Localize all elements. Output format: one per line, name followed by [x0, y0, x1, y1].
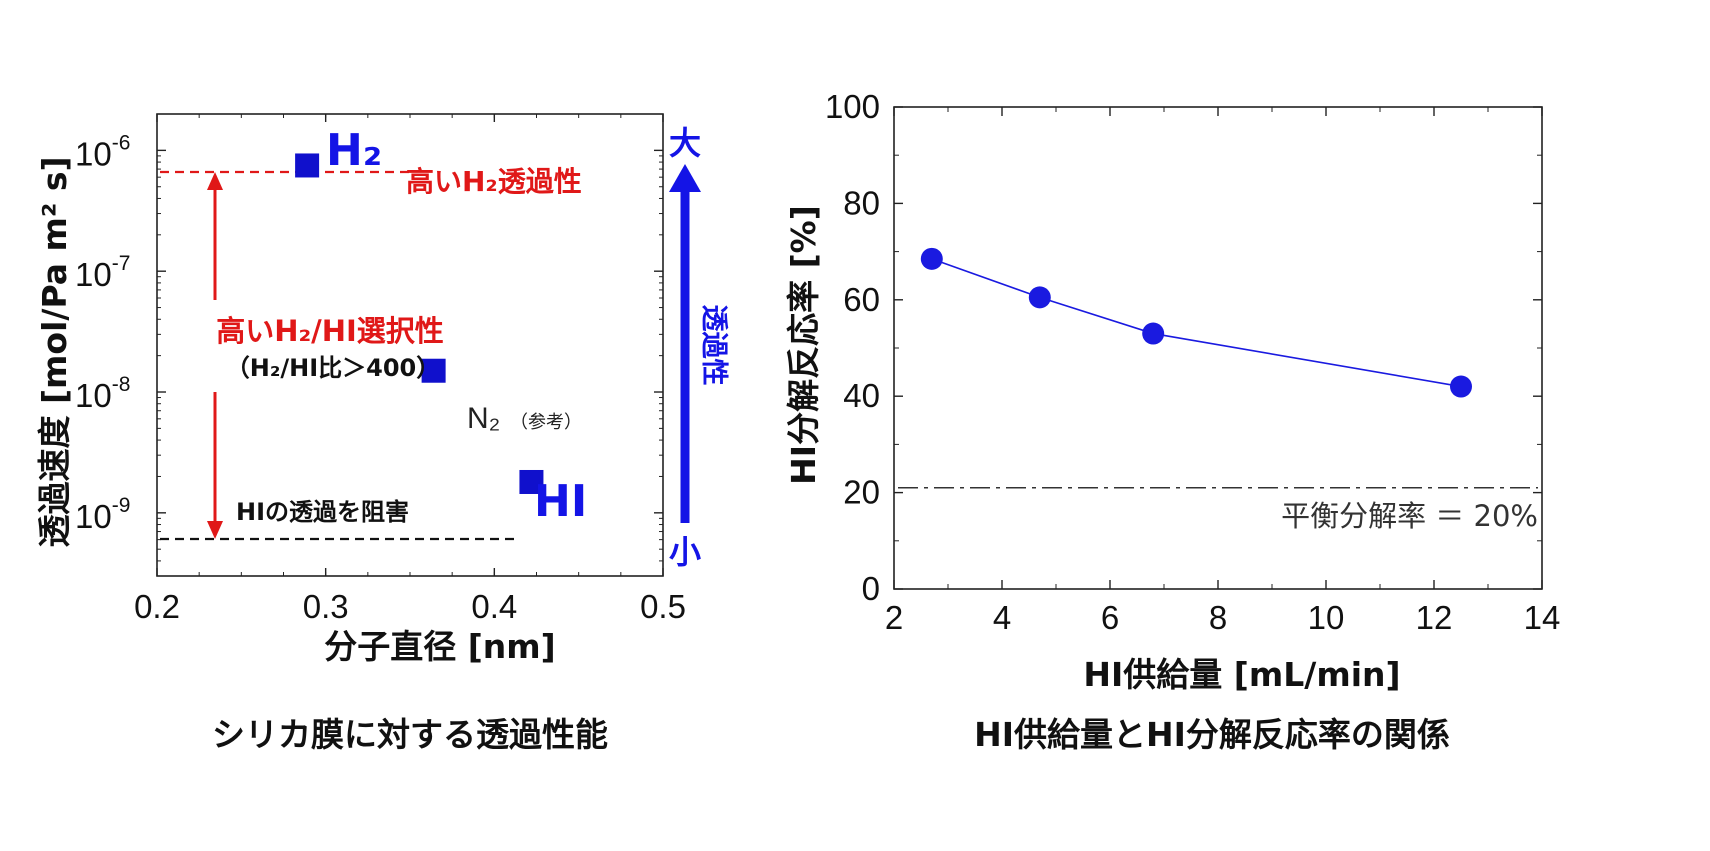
y-tick-label: 10-8 — [75, 373, 130, 414]
data-point-circle — [1028, 286, 1051, 309]
left-y-axis-title: 透過速度 [mol/Pa m² s] — [35, 156, 74, 547]
permeability-arrow-label: 透過性 — [698, 305, 729, 386]
right-x-axis-title: HI供給量 [mL/min] — [1083, 655, 1400, 694]
hi-point-label: HI — [534, 476, 587, 527]
x-tick-label: 0.2 — [134, 588, 180, 625]
y-tick-label: 20 — [843, 474, 880, 511]
x-tick-label: 8 — [1209, 599, 1227, 636]
high-selectivity: 高いH₂/HI選択性 — [216, 314, 444, 348]
y-tick-label: 40 — [843, 377, 880, 414]
permeability-arrowhead — [669, 164, 701, 192]
y-tick-label: 80 — [843, 184, 880, 221]
n2-reference-note: （参考） — [510, 412, 582, 433]
right-x-tick-labels: 2 4 6 8 10 12 14 — [885, 599, 1561, 636]
right-data-points — [920, 247, 1472, 398]
x-tick-label: 6 — [1101, 599, 1119, 636]
right-y-axis-title: HI分解反応率 [%] — [784, 205, 823, 485]
permeability-low-label: 小 — [669, 533, 701, 571]
left-x-axis-title: 分子直径 [nm] — [324, 627, 556, 666]
y-tick-label: 10-6 — [75, 131, 130, 172]
selectivity-arrowhead-down — [207, 521, 223, 539]
x-tick-label: 14 — [1524, 599, 1561, 636]
data-point-square — [519, 469, 544, 494]
equilibrium-label: 平衡分解率 ＝ 20% — [1281, 499, 1538, 533]
chart-left: 0.2 0.3 0.4 0.5 10-9 10-8 10-7 10-6 H₂ N₂ （参考）… — [35, 113, 729, 754]
data-point-square — [295, 153, 320, 178]
h2-point-label: H₂ — [326, 125, 382, 176]
data-point-circle — [1450, 375, 1472, 398]
chart-right: 2 4 6 8 10 12 14 0 20 40 60 80 100 平衡分解率 ＝ 20% HI供給… — [784, 88, 1560, 754]
right-y-tick-labels: 0 20 40 60 80 100 — [825, 88, 880, 607]
left-chart-caption: シリカ膜に対する透過性能 — [212, 715, 608, 754]
left-y-tick-labels: 10-9 10-8 10-7 10-6 — [75, 131, 130, 534]
y-tick-label: 10-7 — [75, 252, 130, 293]
right-axis-ticks — [893, 106, 1543, 590]
data-point-square — [421, 358, 446, 383]
x-tick-label: 0.5 — [640, 588, 686, 625]
high-h2-permeability: 高いH₂透過性 — [406, 165, 582, 198]
x-tick-label: 10 — [1308, 599, 1345, 636]
x-tick-label: 0.4 — [471, 588, 517, 625]
right-chart-caption: HI供給量とHI分解反応率の関係 — [974, 715, 1450, 754]
y-tick-label: 10-9 — [75, 494, 130, 535]
left-axis-ticks — [156, 113, 664, 577]
x-tick-label: 12 — [1416, 599, 1453, 636]
y-tick-label: 100 — [825, 88, 880, 125]
left-x-tick-labels: 0.2 0.3 0.4 0.5 — [134, 588, 686, 625]
x-tick-label: 4 — [993, 599, 1011, 636]
selectivity-ratio: （H₂/HI比＞400） — [226, 354, 440, 382]
hi-blocking-note: HIの透過を阻害 — [236, 498, 409, 526]
y-tick-label: 60 — [843, 281, 880, 318]
x-tick-label: 2 — [885, 599, 903, 636]
x-tick-label: 0.3 — [303, 588, 349, 625]
n2-point-label: N₂ — [467, 402, 500, 435]
permeability-high-label: 大 — [669, 124, 701, 162]
data-point-circle — [920, 247, 943, 270]
selectivity-arrowhead-up — [207, 172, 223, 190]
y-tick-label: 0 — [862, 570, 880, 607]
left-data-points — [295, 153, 544, 494]
data-point-circle — [1142, 322, 1165, 345]
series-line — [931, 258, 1462, 388]
